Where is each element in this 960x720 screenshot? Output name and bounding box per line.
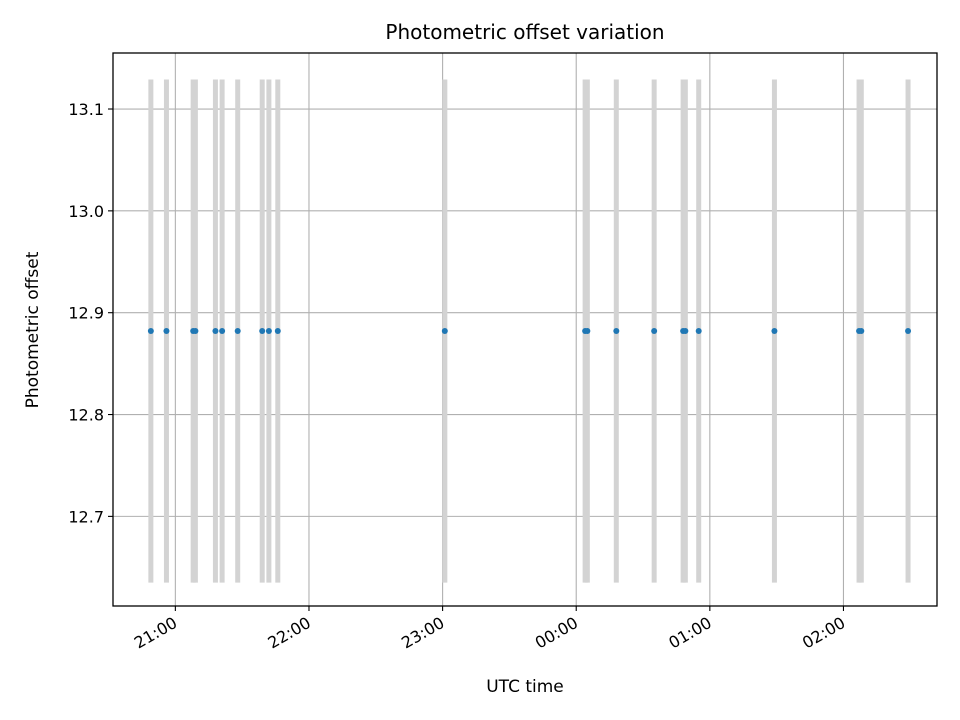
y-tick-label: 12.9 (68, 304, 104, 323)
data-point (147, 328, 154, 335)
y-axis-ticks: 12.7 12.8 12.9 13.0 13.1 (68, 100, 113, 526)
data-point (274, 328, 281, 335)
x-axis-label: UTC time (486, 677, 564, 697)
data-point (858, 328, 865, 335)
data-point (265, 328, 272, 335)
data-point (771, 328, 778, 335)
y-tick-label: 13.1 (68, 100, 104, 119)
data-points (147, 328, 912, 335)
data-point (212, 328, 219, 335)
data-point (651, 328, 658, 335)
data-point (584, 328, 591, 335)
y-tick-label: 12.7 (68, 507, 104, 526)
data-point (441, 328, 448, 335)
y-tick-label: 13.0 (68, 202, 104, 221)
data-point (905, 328, 912, 335)
data-point (613, 328, 620, 335)
data-point (219, 328, 226, 335)
data-point (695, 328, 702, 335)
y-axis-label: Photometric offset (23, 251, 43, 408)
data-point (163, 328, 170, 335)
plot-frame (112, 52, 938, 607)
data-point (682, 328, 689, 335)
data-point (259, 328, 266, 335)
data-point (234, 328, 241, 335)
y-tick-label: 12.8 (68, 406, 104, 425)
chart-title: Photometric offset variation (385, 20, 664, 44)
data-point (192, 328, 199, 335)
